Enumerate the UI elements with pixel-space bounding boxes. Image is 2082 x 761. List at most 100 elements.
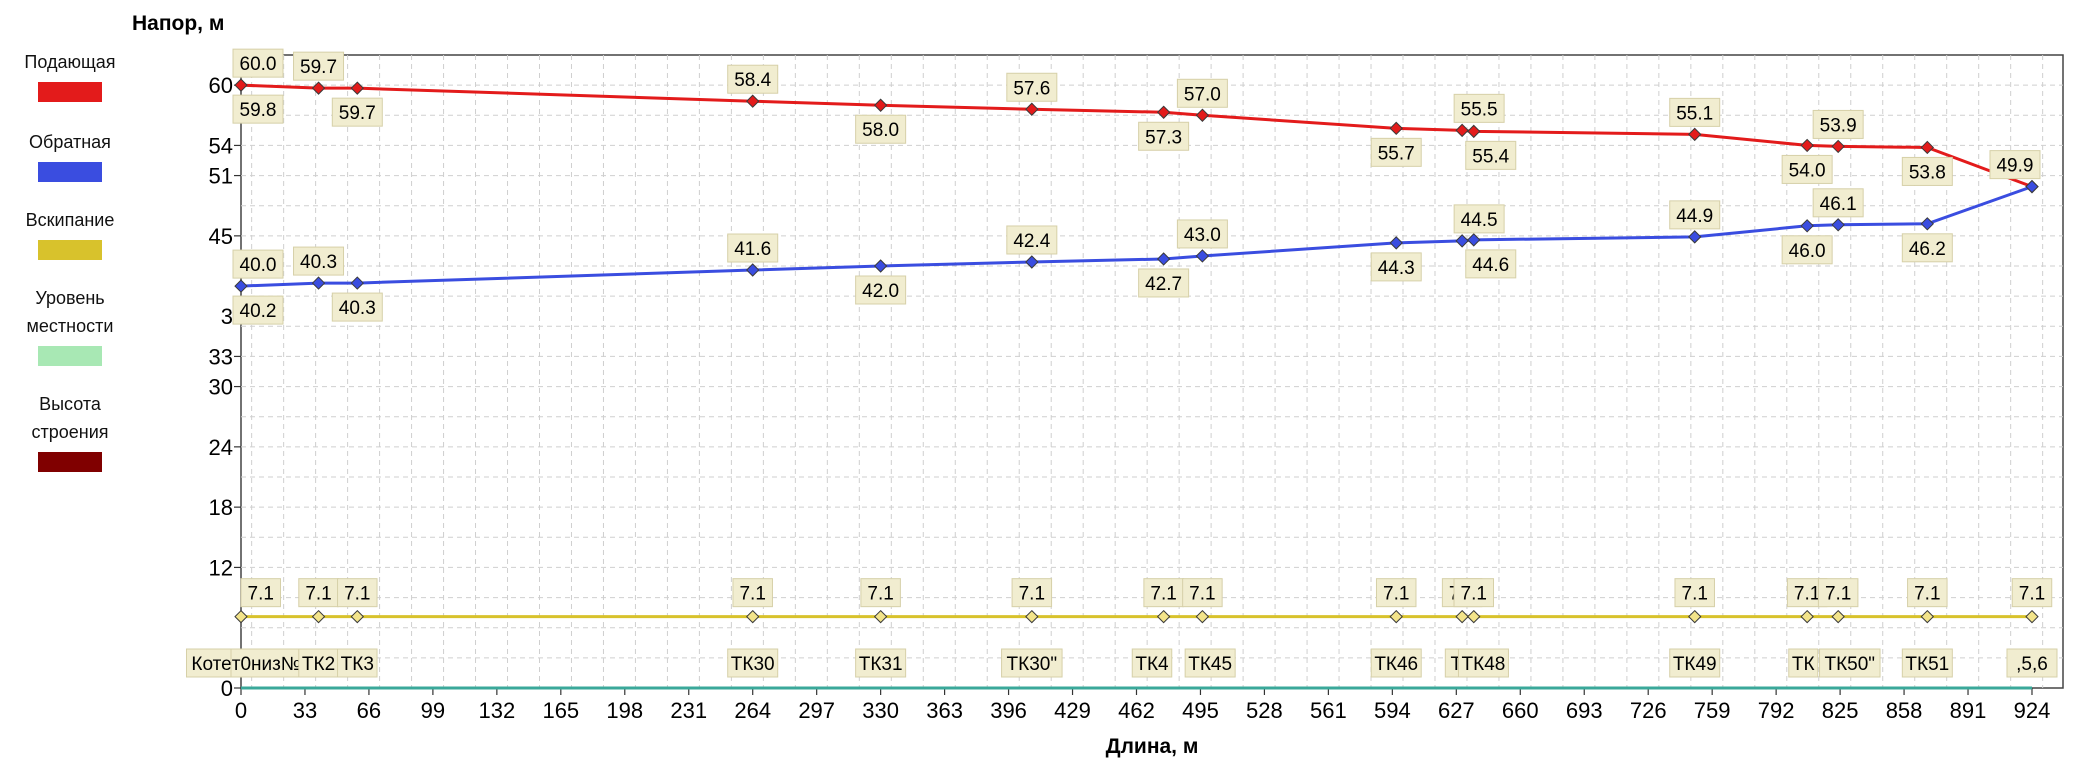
boiling-point — [873, 609, 888, 624]
node-name-label: ТК49 — [1669, 648, 1721, 678]
boiling-point — [1025, 609, 1039, 624]
supply-data-label-text: 55.5 — [1461, 99, 1498, 120]
supply-data-label-box — [1370, 137, 1422, 167]
supply-data-label: 55.1 — [1669, 97, 1721, 127]
legend-label-supply: Подающая — [24, 52, 116, 72]
boiling-data-label-box — [298, 578, 339, 608]
return-data-label-text: 44.3 — [1378, 258, 1415, 279]
supply-data-label-text: 53.8 — [1909, 162, 1946, 183]
node-name-label-text: ТК31 — [859, 654, 903, 675]
return-point — [1467, 233, 1481, 247]
supply-point — [1025, 102, 1039, 116]
node-name-label-text: ТК2 — [302, 654, 335, 675]
return-data-label-box — [1812, 188, 1864, 218]
supply-data-label-text: 53.9 — [1820, 115, 1857, 136]
supply-point — [311, 81, 326, 95]
x-tick-label: 462 — [1118, 698, 1155, 723]
x-tick-label: 693 — [1566, 698, 1603, 723]
node-name-label-text: ТК — [1792, 654, 1815, 675]
x-tick-label: 132 — [478, 698, 515, 723]
node-name-label-box — [298, 648, 339, 678]
supply-data-label: 54.0 — [1781, 154, 1833, 184]
boiling-data-label: 7.1 — [298, 578, 339, 608]
x-axis-title: Длина, м — [1106, 735, 1199, 758]
x-tick-label: 330 — [862, 698, 899, 723]
node-name-label-text: т0низ№ — [232, 654, 301, 675]
boiling-data-label-text: 7.1 — [1825, 584, 1851, 605]
boiling-data-label-box — [337, 578, 378, 608]
x-tick-label: 660 — [1502, 698, 1539, 723]
y-tick-label: 45 — [209, 224, 233, 249]
boiling-data-label-text: 7.1 — [1150, 584, 1176, 605]
supply-data-label-box — [1901, 156, 1953, 186]
return-point — [311, 276, 326, 290]
return-data-label-text: 46.2 — [1909, 239, 1946, 260]
legend-label-return: Обратная — [29, 132, 111, 152]
boiling-data-label: 7.1 — [860, 578, 901, 608]
return-data-label-text: 40.2 — [240, 301, 277, 322]
supply-point — [1688, 127, 1702, 142]
supply-data-label-text: 57.0 — [1184, 84, 1221, 105]
node-name-label-box — [1788, 648, 1819, 678]
boiling-point — [1156, 609, 1171, 624]
return-data-label: 44.9 — [1669, 200, 1721, 230]
return-data-label-box — [1370, 252, 1422, 282]
boiling-data-label: 7.1 — [1674, 578, 1715, 608]
supply-data-label: 55.5 — [1453, 93, 1505, 123]
supply-data-label-box — [331, 97, 383, 127]
return-data-label-box — [1669, 200, 1721, 230]
supply-data-label-text: 60.0 — [240, 54, 277, 75]
return-data-label: 40.0 — [232, 249, 284, 279]
node-name-label-box — [1001, 648, 1063, 678]
supply-point — [350, 81, 365, 95]
supply-data-label: 55.7 — [1370, 137, 1422, 167]
boiling-data-label-text: 7.1 — [739, 584, 765, 605]
supply-data-label-text: 59.7 — [300, 57, 337, 78]
grid — [241, 55, 2063, 688]
x-tick-label: 759 — [1694, 698, 1731, 723]
boiling-point — [1389, 609, 1403, 624]
legend-swatch-return — [38, 162, 102, 182]
node-name-label-text: ТК50" — [1825, 654, 1876, 675]
supply-data-label-box — [232, 94, 284, 124]
legend-item-terrain: Уровень местности — [0, 284, 140, 366]
legend-item-building: Высота строения — [0, 390, 140, 472]
supply-data-label: 53.9 — [1812, 109, 1864, 139]
supply-data-label: 59.7 — [331, 97, 383, 127]
boiling-data-label: 7.1 — [1375, 578, 1417, 608]
return-data-label: 41.6 — [727, 233, 779, 263]
boiling-data-label-box — [1907, 578, 1948, 608]
supply-data-label-text: 57.6 — [1013, 78, 1050, 99]
boiling-data-label-text: 7.1 — [344, 584, 370, 605]
return-data-label: 44.3 — [1370, 252, 1422, 282]
return-point — [234, 279, 248, 293]
node-name-label: ТК50" — [1819, 648, 1881, 678]
x-tick-label: 33 — [293, 698, 317, 723]
boiling-data-label-box — [1182, 578, 1223, 608]
boiling-point — [1831, 609, 1845, 624]
supply-data-label-text: 57.3 — [1145, 127, 1182, 148]
boiling-data-label: 7.1 — [240, 578, 281, 608]
supply-data-label-text: 58.4 — [734, 70, 771, 91]
return-data-label-text: 40.3 — [339, 298, 376, 319]
boiling-data-label: 7.1 — [1011, 578, 1053, 608]
return-data-label-text: 40.3 — [300, 252, 337, 273]
supply-data-label-text: 55.1 — [1676, 103, 1713, 124]
return-data-label-box — [727, 233, 779, 263]
legend-swatch-building — [38, 452, 102, 472]
legend-swatch-supply — [38, 82, 102, 102]
boiling-data-label-box — [1375, 578, 1417, 608]
return-point — [1455, 234, 1469, 248]
supply-data-label-text: 58.0 — [862, 120, 899, 141]
legend-label-terrain: Уровень местности — [26, 288, 114, 336]
series-return-line — [240, 185, 2033, 288]
return-data-label: 46.2 — [1901, 233, 1953, 263]
supply-point — [746, 94, 760, 108]
boiling-point — [1467, 609, 1481, 624]
boiling-point — [1688, 609, 1702, 624]
supply-data-label: 58.4 — [727, 64, 779, 94]
boiling-point — [311, 609, 326, 624]
x-tick-label: 594 — [1374, 698, 1411, 723]
boiling-data-label-text: 7.1 — [1383, 584, 1409, 605]
supply-data-label-box — [1781, 154, 1833, 184]
